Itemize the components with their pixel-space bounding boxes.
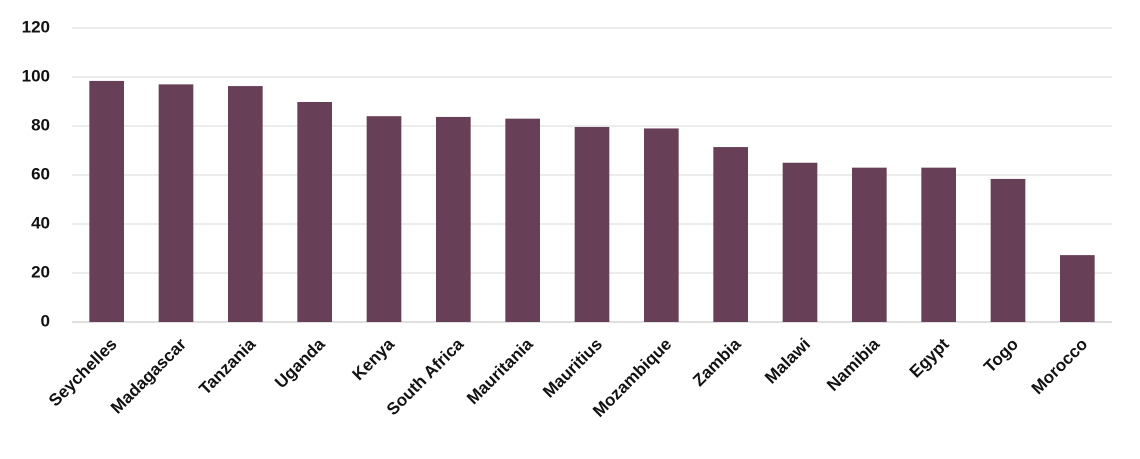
x-tick-label: Malawi [761, 335, 814, 388]
bar [713, 147, 748, 322]
x-tick-label: Mauritania [463, 334, 537, 408]
x-tick-label: Kenya [348, 334, 398, 384]
x-tick-label: Madagascar [107, 334, 190, 417]
y-tick-label: 60 [31, 164, 50, 183]
bar [297, 101, 332, 323]
x-tick-label: Namibia [823, 334, 884, 395]
bar [228, 86, 263, 322]
bar [644, 128, 679, 322]
y-tick-label: 100 [22, 66, 50, 85]
y-tick-label: 80 [31, 115, 50, 134]
x-tick-label: Togo [980, 335, 1022, 377]
x-tick-label: Uganda [271, 334, 329, 392]
bar [366, 116, 402, 322]
x-tick-label: Egypt [906, 334, 953, 381]
bar [852, 167, 887, 322]
bar [158, 84, 194, 322]
bar [921, 167, 956, 322]
bar [436, 116, 471, 322]
bar [505, 118, 540, 323]
y-tick-label: 40 [31, 213, 50, 232]
bar [89, 80, 124, 322]
x-tick-label: Tanzania [195, 334, 259, 398]
bar [990, 178, 1026, 322]
y-tick-label: 120 [22, 17, 50, 36]
bar [1060, 255, 1095, 322]
x-tick-label: Zambia [689, 334, 745, 390]
x-tick-label: Morocco [1028, 335, 1092, 399]
bar [782, 162, 818, 322]
x-tick-label: Seychelles [45, 335, 121, 411]
y-tick-label: 0 [41, 311, 50, 330]
x-tick-label: Mauritius [539, 335, 606, 402]
y-tick-label: 20 [31, 262, 50, 281]
bar [574, 126, 610, 322]
